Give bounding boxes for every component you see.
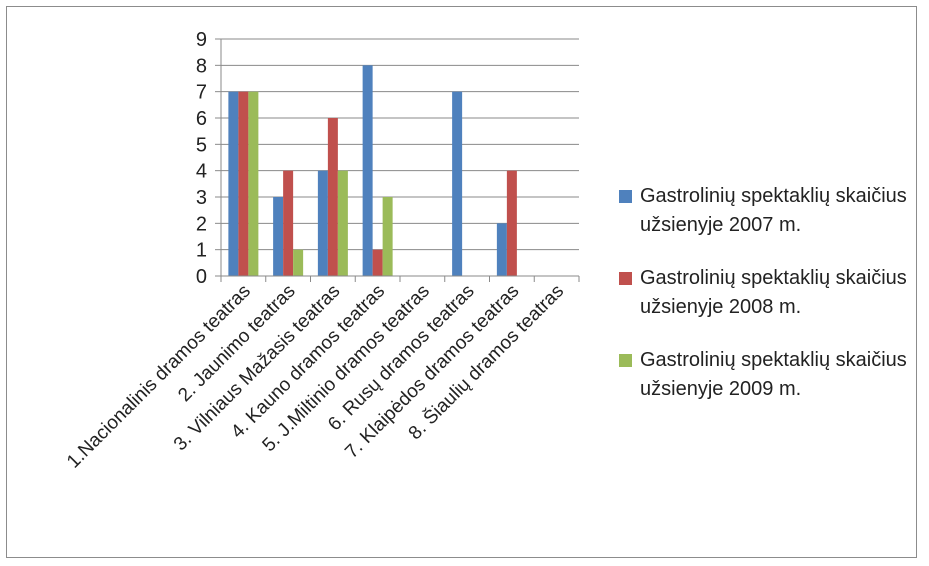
bar bbox=[496, 223, 507, 276]
legend-swatch-2007 bbox=[619, 190, 632, 203]
legend-entry-2009: Gastrolinių spektaklių skaičius užsienyj… bbox=[619, 346, 919, 404]
y-tick-label: 3 bbox=[196, 187, 207, 209]
bar bbox=[238, 91, 249, 277]
legend-entry-2007: Gastrolinių spektaklių skaičius užsienyj… bbox=[619, 182, 919, 240]
bar-chart: 0 1 2 3 4 5 6 7 8 9 1.Nacionalinis dramos teatras… bbox=[63, 29, 580, 473]
axes bbox=[215, 38, 580, 282]
bar bbox=[228, 91, 239, 277]
legend-swatch-2008 bbox=[619, 272, 632, 285]
bar bbox=[452, 91, 463, 277]
y-tick-label: 4 bbox=[196, 161, 207, 183]
y-tick-labels: 0 1 2 3 4 5 6 7 8 9 bbox=[196, 29, 207, 288]
bar bbox=[327, 118, 338, 276]
legend-entry-2008: Gastrolinių spektaklių skaičius užsienyj… bbox=[619, 264, 919, 322]
legend-swatch-2009 bbox=[619, 354, 632, 367]
bar bbox=[283, 170, 294, 276]
bar bbox=[337, 170, 348, 276]
bars bbox=[228, 65, 517, 277]
bar bbox=[382, 197, 393, 276]
bar bbox=[248, 91, 259, 277]
bar bbox=[293, 249, 304, 276]
bar bbox=[506, 170, 517, 276]
x-tick-label: 3. Vilniaus Mažasis teatras bbox=[170, 281, 344, 455]
legend: Gastrolinių spektaklių skaičius užsienyj… bbox=[619, 182, 919, 428]
legend-label-2008: Gastrolinių spektaklių skaičius užsienyj… bbox=[640, 267, 907, 318]
bar bbox=[273, 197, 284, 276]
legend-label-2007: Gastrolinių spektaklių skaičius užsienyj… bbox=[640, 185, 907, 236]
chart-frame: 0 1 2 3 4 5 6 7 8 9 1.Nacionalinis dramos teatras… bbox=[6, 6, 917, 558]
y-tick-label: 6 bbox=[196, 108, 207, 130]
x-tick-label: 1.Nacionalinis dramos teatras bbox=[63, 281, 255, 473]
legend-label-2009: Gastrolinių spektaklių skaičius užsienyj… bbox=[640, 349, 907, 400]
y-tick-label: 5 bbox=[196, 134, 207, 156]
y-tick-label: 7 bbox=[196, 82, 207, 104]
y-tick-label: 9 bbox=[196, 29, 207, 51]
bar bbox=[317, 170, 328, 276]
y-tick-label: 8 bbox=[196, 55, 207, 77]
y-tick-label: 2 bbox=[196, 213, 207, 235]
y-tick-label: 0 bbox=[196, 266, 207, 288]
bar bbox=[362, 65, 373, 276]
y-tick-label: 1 bbox=[196, 240, 207, 262]
bar bbox=[372, 249, 383, 276]
